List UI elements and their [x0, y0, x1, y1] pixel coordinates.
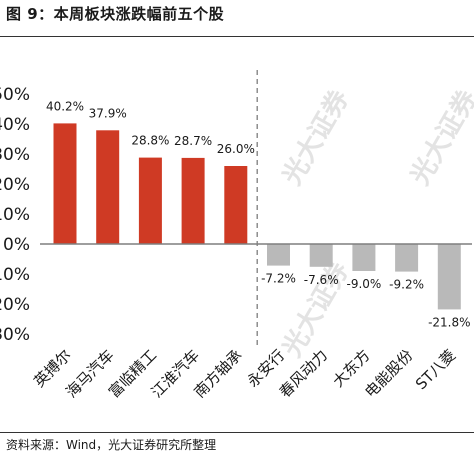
category-label: 电能股份 [361, 346, 416, 401]
bar-chart: 50%40%30%20%10%0%-10%-20%-30%40.2%英搏尔37.… [0, 70, 472, 401]
bar-value-label: 28.7% [174, 134, 212, 148]
bar-value-label: -7.2% [261, 272, 296, 286]
bar [138, 157, 162, 244]
bar-value-label: 37.9% [89, 106, 127, 120]
y-tick-label: 30% [0, 145, 30, 165]
category-label: 南方轴承 [190, 346, 245, 401]
bar-value-label: 40.2% [46, 99, 84, 113]
bar-value-label: -21.8% [428, 315, 470, 329]
chart-title: 图 9：本周板块涨跌幅前五个股 [6, 5, 225, 23]
y-tick-label: 10% [0, 205, 30, 225]
bar [437, 244, 461, 310]
bar-value-label: -7.6% [304, 273, 339, 287]
y-tick-label: 40% [0, 115, 30, 135]
category-label: 春风动力 [276, 346, 331, 401]
bar [53, 123, 77, 244]
source-note: 资料来源：Wind，光大证券研究所整理 [6, 438, 217, 452]
y-tick-label: 20% [0, 175, 30, 195]
bar [181, 157, 205, 244]
bar [96, 130, 120, 244]
category-label: ST八菱 [412, 346, 459, 393]
bar [309, 244, 333, 267]
y-tick-label: -20% [0, 295, 30, 315]
y-tick-label: -10% [0, 265, 30, 285]
bar [395, 244, 419, 272]
bar [352, 244, 376, 271]
title-rule [0, 36, 474, 37]
bar-value-label: 26.0% [217, 142, 255, 156]
source-rule [0, 432, 474, 433]
y-tick-label: 50% [0, 85, 30, 105]
bar [267, 244, 290, 266]
bar-value-label: -9.0% [346, 277, 381, 291]
bar-value-label: -9.2% [389, 278, 424, 292]
y-tick-label: -30% [0, 325, 30, 345]
bar [224, 166, 248, 244]
y-tick-label: 0% [3, 235, 30, 255]
bar-value-label: 28.8% [131, 134, 169, 148]
